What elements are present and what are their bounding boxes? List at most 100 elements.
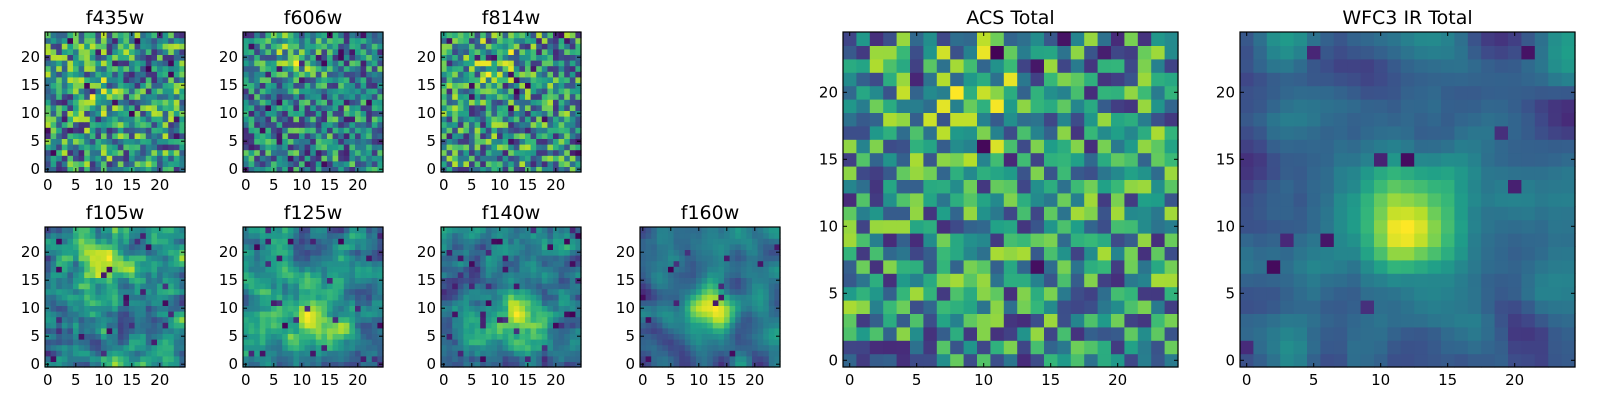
heatmap-cell bbox=[321, 283, 328, 290]
heatmap-cell bbox=[310, 99, 317, 106]
heatmap-cell bbox=[774, 316, 781, 323]
heatmap-cell bbox=[151, 76, 158, 83]
heatmap-cell bbox=[869, 233, 884, 247]
heatmap-cell bbox=[502, 339, 509, 346]
heatmap-cell bbox=[718, 232, 725, 239]
heatmap-cell bbox=[259, 232, 266, 239]
heatmap-cell bbox=[173, 104, 180, 111]
heatmap-cell bbox=[248, 166, 255, 173]
heatmap-cell bbox=[645, 327, 652, 334]
heatmap-cell bbox=[366, 243, 373, 250]
heatmap-cell bbox=[757, 277, 764, 284]
heatmap-cell bbox=[101, 76, 108, 83]
heatmap-cell bbox=[259, 249, 266, 256]
y-tick-label: 15 bbox=[219, 271, 238, 289]
heatmap-cell bbox=[315, 160, 322, 167]
heatmap-cell bbox=[101, 82, 108, 89]
heatmap-cell bbox=[469, 155, 476, 162]
heatmap-cell bbox=[89, 43, 96, 50]
heatmap-cell bbox=[541, 344, 548, 351]
heatmap-cell bbox=[690, 327, 697, 334]
heatmap-cell bbox=[117, 149, 124, 156]
heatmap-cell bbox=[73, 155, 80, 162]
heatmap-cell bbox=[491, 144, 498, 151]
heatmap-cell bbox=[321, 311, 328, 318]
heatmap-cell bbox=[179, 127, 186, 134]
heatmap-cell bbox=[327, 88, 334, 95]
heatmap-cell bbox=[441, 149, 448, 156]
heatmap-cell bbox=[746, 316, 753, 323]
heatmap-cell bbox=[366, 116, 373, 123]
heatmap-cell bbox=[84, 288, 91, 295]
heatmap-cell bbox=[712, 361, 719, 368]
heatmap-cell bbox=[463, 104, 470, 111]
heatmap-cell bbox=[558, 54, 565, 61]
heatmap-cell bbox=[321, 54, 328, 61]
heatmap-cell bbox=[519, 88, 526, 95]
panel-title: f125w bbox=[284, 202, 343, 224]
heatmap-cell bbox=[123, 104, 130, 111]
x-tick-label: 5 bbox=[71, 371, 81, 389]
heatmap-cell bbox=[145, 339, 152, 346]
heatmap-cell bbox=[668, 277, 675, 284]
heatmap-cell bbox=[134, 82, 141, 89]
heatmap-cell bbox=[519, 76, 526, 83]
heatmap-cell bbox=[95, 277, 102, 284]
heatmap-cell bbox=[84, 361, 91, 368]
heatmap-cell bbox=[547, 232, 554, 239]
heatmap-cell bbox=[371, 322, 378, 329]
heatmap-cell bbox=[112, 60, 119, 67]
heatmap-cell bbox=[315, 149, 322, 156]
heatmap-cell bbox=[259, 227, 266, 234]
heatmap-cell bbox=[553, 149, 560, 156]
heatmap-cell bbox=[179, 121, 186, 128]
heatmap-cell bbox=[84, 48, 91, 55]
heatmap-cell bbox=[1044, 166, 1058, 180]
heatmap-cell bbox=[508, 361, 515, 368]
heatmap-cell bbox=[950, 246, 965, 261]
heatmap-cell bbox=[304, 155, 311, 162]
heatmap-cell bbox=[774, 227, 781, 234]
heatmap-cell bbox=[519, 322, 526, 329]
heatmap-cell bbox=[718, 288, 725, 295]
heatmap-cell bbox=[101, 260, 108, 267]
heatmap-cell bbox=[377, 155, 384, 162]
heatmap-cell bbox=[508, 144, 515, 151]
heatmap-cell bbox=[78, 355, 85, 362]
heatmap-cell bbox=[662, 249, 669, 256]
heatmap-cell bbox=[474, 155, 481, 162]
heatmap-cell bbox=[446, 37, 453, 44]
heatmap-cell bbox=[84, 88, 91, 95]
heatmap-cell bbox=[707, 288, 714, 295]
heatmap-cell bbox=[327, 71, 334, 78]
heatmap-cell bbox=[558, 76, 565, 83]
heatmap-cell bbox=[293, 82, 300, 89]
heatmap-cell bbox=[763, 299, 770, 306]
heatmap-cell bbox=[78, 160, 85, 167]
heatmap-cell bbox=[729, 243, 736, 250]
heatmap-cell bbox=[304, 99, 311, 106]
heatmap-cell bbox=[513, 93, 520, 100]
heatmap-cell bbox=[304, 138, 311, 145]
heatmap-cell bbox=[502, 82, 509, 89]
heatmap-cell bbox=[168, 277, 175, 284]
heatmap-cell bbox=[343, 110, 350, 117]
heatmap-cell bbox=[151, 121, 158, 128]
heatmap-cell bbox=[343, 266, 350, 273]
heatmap-cell bbox=[327, 294, 334, 301]
heatmap-cell bbox=[547, 294, 554, 301]
heatmap-cell bbox=[536, 144, 543, 151]
heatmap-cell bbox=[1084, 353, 1099, 368]
heatmap-cell bbox=[508, 32, 515, 39]
heatmap-cell bbox=[701, 227, 708, 234]
heatmap-cell bbox=[179, 227, 186, 234]
heatmap-cell bbox=[157, 144, 164, 151]
heatmap-cell bbox=[151, 283, 158, 290]
heatmap-cell bbox=[157, 54, 164, 61]
heatmap-cell bbox=[485, 339, 492, 346]
heatmap-cell bbox=[315, 294, 322, 301]
heatmap-cell bbox=[95, 82, 102, 89]
heatmap-cell bbox=[151, 299, 158, 306]
heatmap-cell bbox=[519, 110, 526, 117]
